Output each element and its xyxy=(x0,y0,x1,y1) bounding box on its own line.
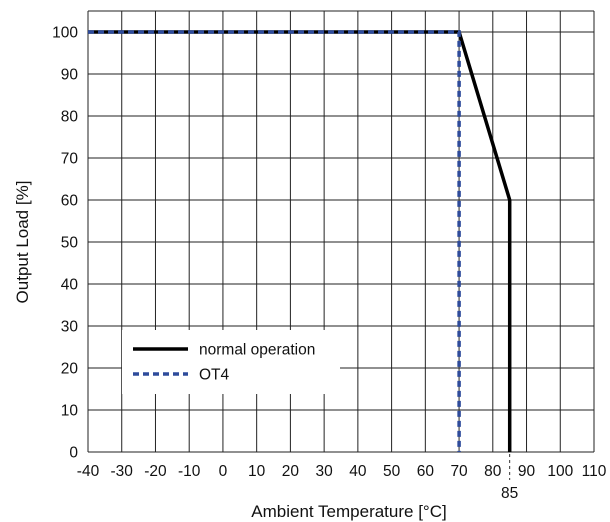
grid xyxy=(87,10,595,480)
x-tick-label-80: 80 xyxy=(484,463,502,480)
x-tick-label--30: -30 xyxy=(111,463,134,480)
y-tick-label-70: 70 xyxy=(61,151,79,168)
y-tick-label-60: 60 xyxy=(61,193,79,210)
y-tick-label-80: 80 xyxy=(61,109,79,126)
x-tick-label-70: 70 xyxy=(450,463,468,480)
x-axis-title: Ambient Temperature [°C] xyxy=(251,502,446,521)
y-tick-label-0: 0 xyxy=(69,445,78,462)
series-lines xyxy=(88,30,512,452)
x-tick-label-0: 0 xyxy=(219,463,228,480)
y-axis-title: Output Load [%] xyxy=(13,181,32,304)
legend-label-ot4: OT4 xyxy=(199,367,230,384)
y-tick-label-10: 10 xyxy=(61,403,79,420)
x-tick-label-30: 30 xyxy=(316,463,334,480)
y-tick-label-20: 20 xyxy=(61,361,79,378)
y-tick-label-50: 50 xyxy=(61,235,79,252)
y-tick-labels: 0 10 20 30 40 50 60 70 80 90 100 xyxy=(52,25,78,462)
x-tick-label--10: -10 xyxy=(178,463,201,480)
y-tick-label-100: 100 xyxy=(52,25,78,42)
legend-box xyxy=(122,330,340,394)
y-tick-label-90: 90 xyxy=(61,67,79,84)
x-tick-label-20: 20 xyxy=(282,463,300,480)
x-tick-label-85: 85 xyxy=(501,485,518,502)
series-line-ot4 xyxy=(88,30,461,452)
x-tick-label-110: 110 xyxy=(582,463,607,480)
x-tick-label-50: 50 xyxy=(383,463,401,480)
x-tick-label-90: 90 xyxy=(518,463,536,480)
x-tick-labels: -40 -30 -20 -10 0 10 20 30 40 50 60 70 80 90 100 110 85 xyxy=(77,463,607,502)
y-tick-label-40: 40 xyxy=(61,277,79,294)
x-tick-label-100: 100 xyxy=(547,463,573,480)
x-tick-label-60: 60 xyxy=(417,463,435,480)
legend-label-normal-operation: normal operation xyxy=(199,342,315,359)
y-tick-label-30: 30 xyxy=(61,319,79,336)
x-tick-label--20: -20 xyxy=(144,463,167,480)
x-tick-label-10: 10 xyxy=(248,463,266,480)
x-tick-label-40: 40 xyxy=(349,463,367,480)
x-tick-label--40: -40 xyxy=(77,463,100,480)
legend: normal operation OT4 xyxy=(122,330,340,394)
